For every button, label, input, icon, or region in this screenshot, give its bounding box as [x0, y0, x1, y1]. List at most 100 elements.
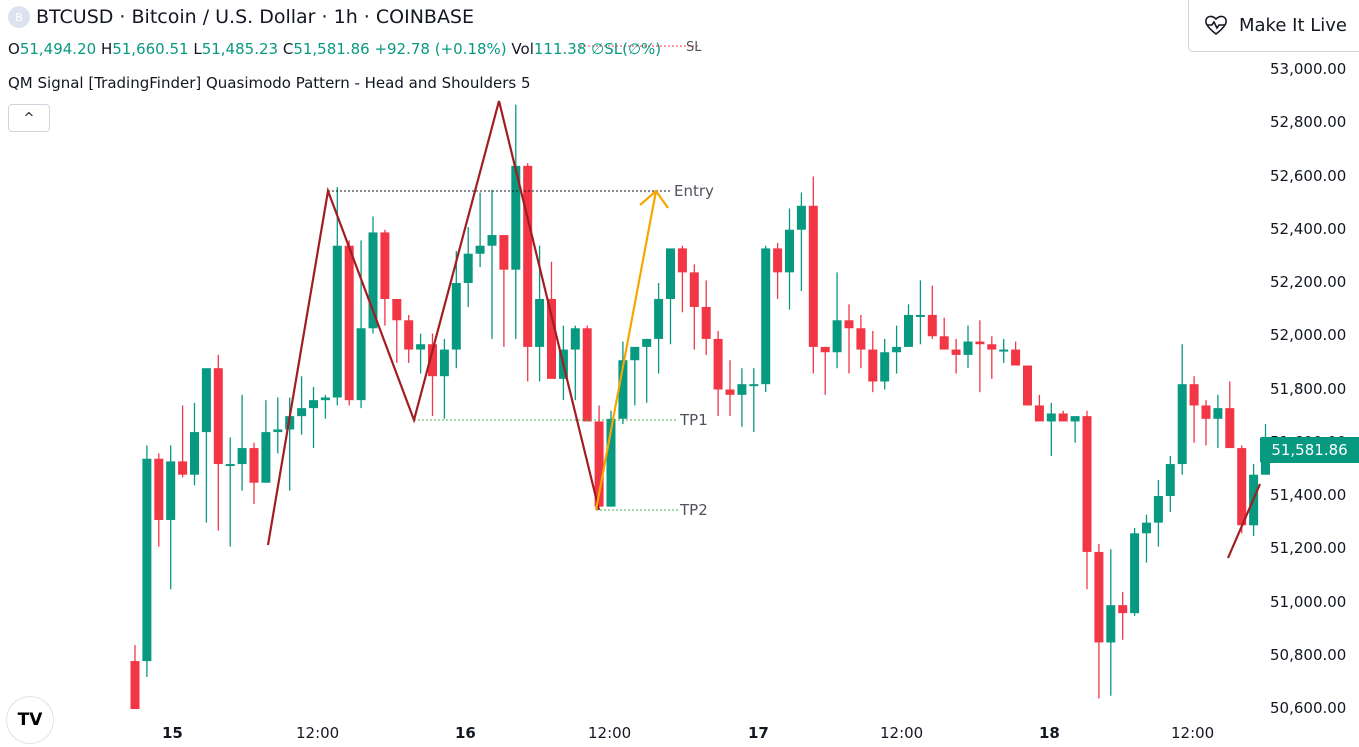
low-label: L: [193, 40, 202, 58]
candle-body: [309, 400, 318, 409]
price-tick-label: 52,400.00: [1270, 219, 1347, 238]
ohlc-legend: O51,494.20 H51,660.51 L51,485.23 C51,581…: [8, 40, 661, 58]
candle-body: [868, 349, 878, 382]
signal-arrow-line: [594, 190, 658, 511]
time-tick-label: 17: [748, 724, 769, 742]
tp2-label: TP2: [679, 501, 708, 519]
candle-body: [1058, 413, 1068, 422]
candle-body: [666, 248, 675, 299]
candle-body: [225, 464, 235, 467]
candle-body: [475, 245, 485, 254]
candle-body: [1201, 405, 1211, 419]
price-tick-label: 52,600.00: [1270, 166, 1347, 185]
candle-body: [654, 298, 664, 339]
candle-body: [451, 283, 461, 350]
candle-body: [523, 165, 533, 347]
candle-body: [428, 344, 437, 377]
candle-body: [297, 408, 307, 417]
current-price-tag: 51,581.86: [1260, 437, 1359, 463]
candle-body: [892, 346, 902, 353]
time-tick-label: 12:00: [1171, 724, 1215, 742]
candle-body: [832, 320, 842, 353]
candle-body: [166, 461, 176, 520]
candle-body: [201, 368, 211, 433]
candle-body: [594, 421, 604, 507]
candle-body: [1023, 365, 1032, 406]
candle-body: [368, 232, 378, 329]
tp1-label: TP1: [679, 411, 708, 429]
candle-body: [1165, 464, 1175, 496]
time-tick-label: 12:00: [588, 724, 632, 742]
candle-body: [273, 429, 283, 433]
time-tick-label: 12:00: [296, 724, 340, 742]
candle-body: [178, 461, 188, 475]
candle-body: [927, 314, 937, 337]
candle-body: [606, 418, 616, 507]
volume-value: 111.38: [533, 40, 587, 58]
candle-body: [713, 338, 723, 390]
candle-body: [618, 360, 628, 419]
candle-body: [499, 235, 509, 270]
candle-body: [844, 320, 854, 329]
candle-body: [951, 349, 961, 355]
candle-body: [1213, 408, 1223, 419]
candle-body: [511, 165, 521, 270]
heart-pulse-icon: [1204, 15, 1228, 36]
candle-body: [404, 320, 414, 350]
candle-body: [808, 205, 818, 347]
arrow-head-icon: [639, 189, 669, 209]
price-tick-label: 50,800.00: [1270, 645, 1347, 664]
candle-body: [796, 205, 806, 230]
candle-body: [320, 397, 330, 401]
candle-body: [1237, 448, 1247, 526]
time-tick-label: 18: [1039, 724, 1060, 742]
candle-body: [1094, 551, 1104, 643]
symbol-title[interactable]: BTCUSD · Bitcoin / U.S. Dollar · 1h · CO…: [36, 6, 475, 28]
price-tick-label: 51,400.00: [1270, 486, 1347, 504]
candle-body: [785, 229, 794, 273]
make-it-live-button[interactable]: Make It Live: [1188, 0, 1359, 52]
candle-body: [582, 328, 592, 422]
time-tick-label: 12:00: [880, 724, 924, 742]
candle-body: [190, 432, 199, 475]
candle-body: [344, 245, 354, 401]
candle-body: [761, 248, 771, 385]
candle-body: [1034, 405, 1044, 422]
price-tick-label: 52,800.00: [1270, 113, 1347, 132]
candle-body: [356, 328, 366, 401]
candle-body: [463, 253, 473, 283]
candle-body: [154, 458, 164, 520]
candle-body: [701, 306, 711, 339]
candle-body: [1177, 384, 1187, 465]
low-value: 51,485.23: [201, 40, 279, 58]
sl-label: SL: [686, 40, 702, 55]
candle-body: [535, 298, 545, 347]
candle-body: [1225, 408, 1235, 449]
candle-body: [1082, 416, 1092, 552]
candle-body: [439, 349, 449, 377]
price-tick-label: 52,000.00: [1270, 326, 1347, 345]
tradingview-logo-icon[interactable]: TV: [6, 696, 54, 744]
candle-body: [904, 314, 913, 347]
candle-body: [1153, 496, 1163, 523]
candle-body: [487, 235, 497, 246]
candle-body: [737, 384, 747, 395]
candle-body: [237, 448, 247, 465]
candle-body: [880, 352, 890, 382]
time-tick-label: 16: [455, 724, 476, 742]
candle-body: [915, 314, 925, 317]
candle-body: [820, 346, 830, 353]
candle-body: [1118, 605, 1128, 614]
candle-body: [570, 328, 580, 350]
candle-body: [963, 341, 973, 355]
candle-body: [249, 448, 259, 483]
candle-body: [689, 272, 699, 307]
volume-label: Vol: [511, 40, 534, 58]
indicator-legend[interactable]: QM Signal [TradingFinder] Quasimodo Patt…: [8, 74, 531, 92]
high-value: 51,660.51: [112, 40, 189, 58]
price-tick-label: 50,600.00: [1270, 699, 1347, 717]
candle-body: [1142, 522, 1151, 534]
candle-body: [332, 245, 342, 398]
collapse-legend-button[interactable]: ^: [8, 104, 50, 132]
